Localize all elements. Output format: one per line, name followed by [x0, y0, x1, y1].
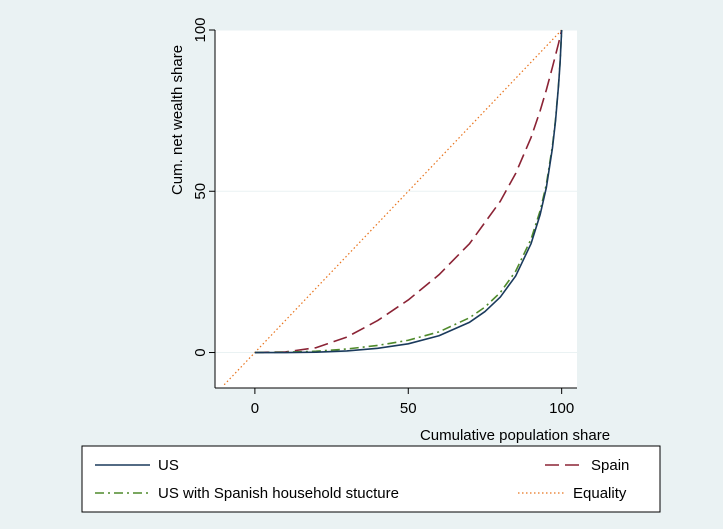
legend-label-us: US [158, 457, 179, 474]
y-ticks: 0 50 100 [192, 17, 215, 357]
legend-label-spain: Spain [591, 457, 629, 474]
x-tick-label-100: 100 [549, 400, 574, 417]
y-axis-title: Cum. net wealth share [169, 45, 186, 195]
series-line-spain [254, 29, 563, 354]
series-line-equality [223, 29, 563, 386]
x-tick-label-0: 0 [251, 400, 259, 417]
plot-area [215, 30, 577, 388]
y-tick-label-0: 0 [192, 348, 209, 356]
series-line-us [254, 29, 563, 354]
y-tick-label-100: 100 [192, 17, 209, 42]
legend-label-us-with-spanish-household-stucture: US with Spanish household stucture [158, 485, 399, 502]
legend-label-equality: Equality [573, 485, 627, 502]
legend: US Spain US with Spanish household stuctur… [81, 445, 661, 513]
legend-items: US Spain US with Spanish household stuctur… [95, 457, 629, 502]
y-tick-label-50: 50 [192, 183, 209, 200]
x-ticks: 0 50 100 [251, 388, 574, 417]
legend-box [81, 445, 661, 513]
series-lines [223, 29, 563, 386]
x-axis-title: Cumulative population share [420, 427, 610, 444]
x-tick-label-50: 50 [400, 400, 417, 417]
